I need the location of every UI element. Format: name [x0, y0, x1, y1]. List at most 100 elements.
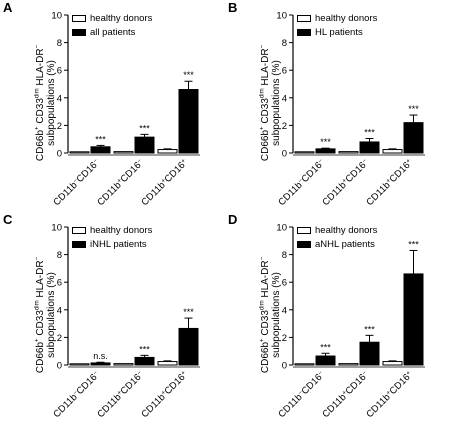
significance-label: *** — [183, 307, 194, 317]
y-tick-label: 0 — [57, 149, 62, 160]
significance-label: *** — [408, 104, 419, 114]
bar-healthy — [157, 149, 178, 154]
legend-item-healthy: healthy donors — [72, 11, 152, 25]
bar-patients — [90, 146, 111, 154]
bar-patients — [315, 148, 336, 154]
y-tick-label: 6 — [282, 278, 287, 289]
significance-label: *** — [320, 137, 331, 147]
legend-label-patients: aNHL patients — [315, 238, 375, 250]
y-tick-label: 2 — [282, 333, 287, 344]
significance-label: *** — [364, 324, 375, 334]
legend-item-patients: aNHL patients — [297, 237, 377, 251]
panel-b: B CD66b+ CD33dim HLA-DR− subpopulations (… — [225, 0, 450, 212]
bar-healthy — [382, 149, 403, 154]
legend-item-patients: HL patients — [297, 25, 377, 39]
y-tick-label: 8 — [57, 38, 62, 49]
y-tick-label: 10 — [51, 223, 62, 234]
legend-swatch-healthy — [297, 226, 311, 234]
panel-c: C CD66b+ CD33dim HLA-DR− subpopulations (… — [0, 212, 225, 424]
legend-label-patients: iNHL patients — [90, 238, 147, 250]
y-tick-label: 4 — [57, 93, 62, 104]
panel-letter: B — [228, 0, 238, 15]
y-tick-label: 0 — [57, 361, 62, 372]
legend-label-healthy: healthy donors — [315, 224, 378, 236]
bar-patients — [403, 122, 424, 154]
plot-area: 0246810***CD11b−​CD16−​***CD11b+​CD16−​*… — [276, 11, 425, 208]
y-tick-label: 8 — [282, 38, 287, 49]
legend-swatch-healthy — [297, 14, 311, 22]
bar-healthy — [69, 151, 90, 154]
legend-label-healthy: healthy donors — [90, 224, 153, 236]
significance-label: *** — [139, 123, 150, 133]
bar-patients — [359, 141, 380, 154]
panel-letter: D — [228, 212, 238, 227]
significance-label: *** — [95, 134, 106, 144]
bar-patients — [178, 89, 199, 154]
y-tick-label: 0 — [282, 361, 287, 372]
y-tick-label: 2 — [282, 121, 287, 132]
category-label: CD11b+​CD16+​ — [139, 369, 190, 420]
legend-swatch-patients — [72, 240, 86, 248]
legend-item-healthy: healthy donors — [297, 11, 377, 25]
category-label: CD11b+​CD16+​ — [139, 157, 190, 208]
significance-label: *** — [139, 344, 150, 354]
legend-swatch-patients — [297, 240, 311, 248]
y-tick-label: 8 — [282, 250, 287, 261]
significance-label: *** — [320, 342, 331, 352]
legend-label-patients: HL patients — [315, 26, 363, 38]
y-tick-label: 8 — [57, 250, 62, 261]
panel-letter: A — [3, 0, 13, 15]
legend: healthy donors all patients — [72, 11, 152, 39]
y-tick-label: 6 — [282, 66, 287, 77]
bar-healthy — [157, 361, 178, 366]
bar-patients — [315, 355, 336, 366]
y-tick-label: 2 — [57, 333, 62, 344]
bar-patients — [134, 356, 155, 366]
significance-label: *** — [364, 128, 375, 138]
panel-a: A CD66b+ CD33dim HLA-DR− subpopulations (… — [0, 0, 225, 212]
bar-patients — [403, 273, 424, 366]
y-tick-label: 10 — [51, 11, 62, 22]
bar-patients — [90, 362, 111, 366]
legend: healthy donors HL patients — [297, 11, 377, 39]
plot-area: 0246810***CD11b−​CD16−​***CD11b+​CD16−​*… — [276, 223, 425, 420]
legend-swatch-healthy — [72, 226, 86, 234]
significance-label: n.s. — [93, 351, 108, 361]
y-tick-label: 4 — [57, 305, 62, 316]
plot-area: 0246810***CD11b−​CD16−​***CD11b+​CD16−​*… — [51, 11, 200, 208]
bar-healthy — [113, 363, 134, 366]
y-tick-label: 2 — [57, 121, 62, 132]
bar-healthy — [382, 361, 403, 366]
legend-label-healthy: healthy donors — [315, 12, 378, 24]
legend-item-healthy: healthy donors — [297, 223, 377, 237]
bar-healthy — [338, 151, 359, 154]
y-tick-label: 6 — [57, 66, 62, 77]
bar-healthy — [294, 151, 315, 154]
y-tick-label: 0 — [282, 149, 287, 160]
legend-item-patients: iNHL patients — [72, 237, 152, 251]
bar-healthy — [338, 363, 359, 366]
category-label: CD11b+​CD16+​ — [364, 369, 415, 420]
legend-label-patients: all patients — [90, 26, 136, 38]
y-tick-label: 4 — [282, 305, 287, 316]
bar-patients — [359, 341, 380, 366]
bar-healthy — [113, 151, 134, 154]
plot-area: 0246810n.s.CD11b−​CD16−​***CD11b+​CD16−​… — [51, 223, 200, 420]
y-tick-label: 6 — [57, 278, 62, 289]
legend-swatch-patients — [297, 28, 311, 36]
legend: healthy donors iNHL patients — [72, 223, 152, 251]
bar-patients — [134, 136, 155, 154]
bar-healthy — [69, 363, 90, 366]
panel-d: D CD66b+ CD33dim HLA-DR− subpopulations (… — [225, 212, 450, 424]
y-tick-label: 10 — [276, 223, 287, 234]
significance-label: *** — [183, 70, 194, 80]
legend-swatch-patients — [72, 28, 86, 36]
legend-item-patients: all patients — [72, 25, 152, 39]
bar-healthy — [294, 363, 315, 366]
legend-item-healthy: healthy donors — [72, 223, 152, 237]
y-tick-label: 10 — [276, 11, 287, 22]
panel-letter: C — [3, 212, 13, 227]
significance-label: *** — [408, 239, 419, 249]
bar-patients — [178, 327, 199, 366]
